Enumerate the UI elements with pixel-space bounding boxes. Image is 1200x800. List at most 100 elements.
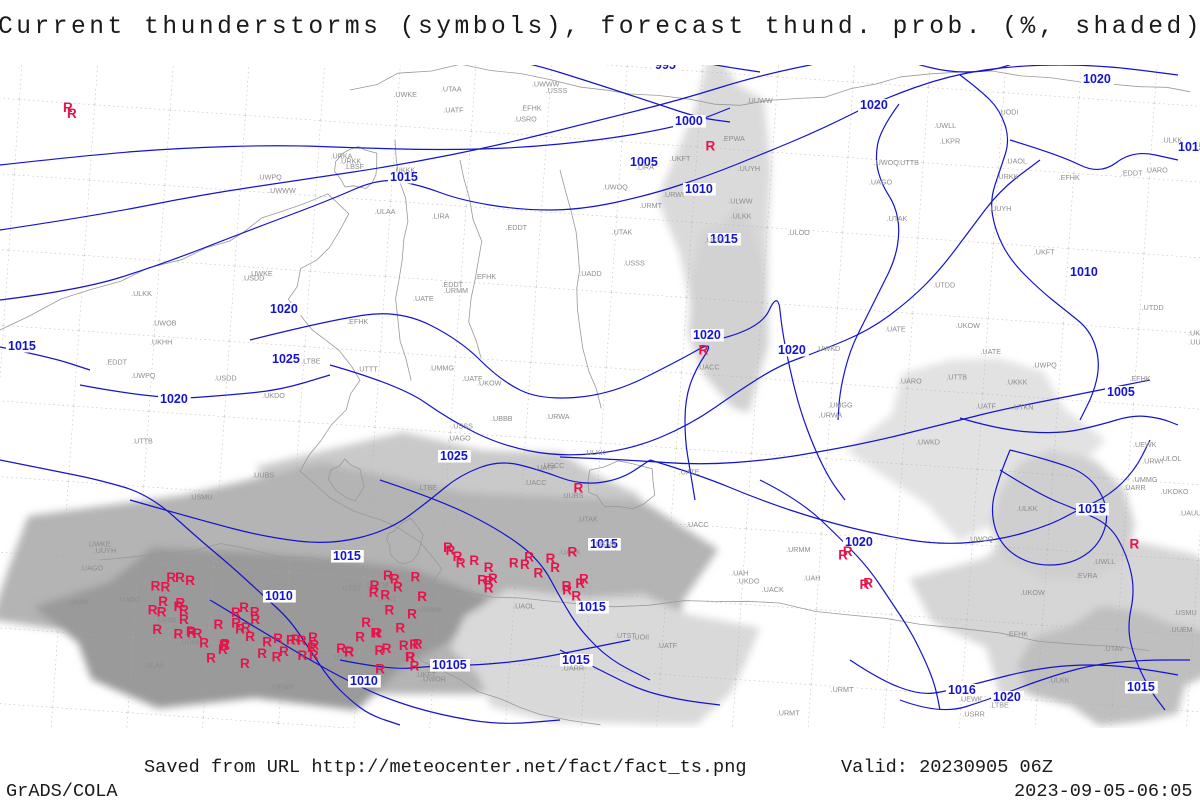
- svg-text:.UUEM: .UUEM: [1170, 625, 1193, 634]
- svg-text:1020: 1020: [160, 392, 188, 406]
- svg-text:.UAGO: .UAGO: [869, 178, 893, 187]
- svg-text:R: R: [484, 574, 494, 589]
- svg-text:.UWLL: .UWLL: [1093, 557, 1115, 566]
- svg-text:.UWOQ: .UWOQ: [603, 183, 629, 192]
- svg-text:R: R: [214, 617, 224, 632]
- svg-text:R: R: [369, 585, 379, 600]
- svg-text:.UWOB: .UWOB: [152, 319, 177, 328]
- svg-text:.EDDT: .EDDT: [442, 280, 464, 289]
- svg-text:.ULOO: .ULOO: [787, 228, 810, 237]
- svg-text:.UACC: .UACC: [524, 478, 546, 487]
- svg-text:.UKFT: .UKFT: [670, 154, 691, 163]
- svg-text:.UWKD: .UWKD: [816, 344, 840, 353]
- svg-text:.URWA: .URWA: [819, 410, 843, 419]
- svg-text:R: R: [407, 607, 417, 622]
- svg-text:R: R: [574, 481, 584, 496]
- svg-text:1025: 1025: [440, 449, 468, 463]
- svg-text:.UTAK: .UTAK: [887, 214, 908, 223]
- svg-text:.EDDT: .EDDT: [1121, 169, 1143, 178]
- svg-text:.UATF: .UATF: [443, 105, 464, 114]
- svg-text:R: R: [699, 343, 709, 358]
- svg-text:.EVRA: .EVRA: [1076, 571, 1098, 580]
- svg-text:.LBSF: .LBSF: [344, 162, 365, 171]
- svg-text:.EFHK: .EFHK: [1007, 630, 1028, 639]
- svg-text:1010: 1010: [350, 674, 378, 688]
- svg-text:R: R: [157, 605, 167, 620]
- svg-text:R: R: [185, 573, 195, 588]
- svg-text:R: R: [417, 589, 427, 604]
- svg-text:.UKOKO: .UKOKO: [1161, 487, 1189, 496]
- svg-text:1015: 1015: [8, 339, 36, 353]
- svg-text:.UKFT: .UKFT: [1034, 248, 1055, 257]
- svg-text:.UKOW: .UKOW: [1020, 588, 1045, 597]
- svg-text:.UTTB: .UTTB: [898, 158, 919, 167]
- svg-text:.UTTT: .UTTT: [357, 364, 378, 373]
- svg-text:.USNR: .USNR: [594, 540, 616, 549]
- svg-text:R: R: [239, 600, 249, 615]
- svg-text:.URMT: .URMT: [777, 709, 800, 718]
- svg-text:.UAH: .UAH: [803, 574, 820, 583]
- svg-text:.ULKK: .ULKK: [131, 289, 152, 298]
- svg-text:.UWPQ: .UWPQ: [131, 371, 156, 380]
- svg-text:.UACC: .UACC: [697, 362, 719, 371]
- svg-text:.UWWW: .UWWW: [268, 186, 296, 195]
- svg-text:.UATF: .UATF: [976, 401, 997, 410]
- svg-text:R: R: [220, 636, 230, 651]
- svg-text:R: R: [372, 625, 382, 640]
- svg-text:R: R: [67, 106, 77, 121]
- svg-text:.URKK: .URKK: [996, 172, 1018, 181]
- svg-text:R: R: [395, 620, 405, 635]
- svg-text:R: R: [706, 139, 716, 154]
- svg-text:.UAH: .UAH: [731, 569, 748, 578]
- svg-text:.UKFT: .UKFT: [1188, 329, 1200, 338]
- svg-text:1015: 1015: [1127, 680, 1155, 694]
- svg-text:.LIRA: .LIRA: [432, 212, 450, 221]
- svg-text:.EDDT: .EDDT: [506, 223, 528, 232]
- svg-text:1010: 1010: [265, 589, 293, 603]
- svg-text:.EFHK: .EFHK: [1059, 173, 1080, 182]
- svg-text:.URMT: .URMT: [831, 685, 854, 694]
- svg-text:.EDDT: .EDDT: [106, 358, 128, 367]
- svg-text:.UWOR: .UWOR: [421, 675, 446, 684]
- svg-text:R: R: [410, 658, 420, 673]
- svg-text:.UTAK: .UTAK: [612, 228, 633, 237]
- svg-text:1010: 1010: [685, 182, 713, 196]
- svg-text:.ULKK: .ULKK: [585, 448, 606, 457]
- svg-text:.UADD: .UADD: [579, 269, 601, 278]
- svg-text:R: R: [174, 626, 184, 641]
- svg-text:.UWPQ: .UWPQ: [257, 173, 282, 182]
- svg-text:.UWKE: .UWKE: [393, 90, 417, 99]
- svg-text:.UATF: .UATF: [535, 463, 556, 472]
- svg-text:R: R: [411, 570, 421, 585]
- svg-text:.UTAK: .UTAK: [577, 514, 598, 523]
- svg-text:R: R: [166, 570, 176, 585]
- svg-text:.LIRA: .LIRA: [636, 163, 654, 172]
- svg-text:R: R: [245, 629, 255, 644]
- svg-text:.UAOL: .UAOL: [1005, 157, 1027, 166]
- svg-text:R: R: [344, 644, 354, 659]
- svg-text:995: 995: [655, 65, 676, 72]
- svg-text:.UTST: .UTST: [615, 631, 636, 640]
- svg-text:R: R: [843, 544, 853, 559]
- svg-text:.UAOL: .UAOL: [513, 601, 535, 610]
- svg-text:.UAUU: .UAUU: [1179, 508, 1200, 517]
- svg-text:.ULAA: .ULAA: [144, 661, 165, 670]
- svg-text:.UWOQ: .UWOQ: [968, 534, 994, 543]
- svg-text:.UATE: .UATE: [413, 294, 434, 303]
- svg-text:.UACC: .UACC: [686, 520, 708, 529]
- svg-text:.UUYY: .UUYY: [1188, 338, 1200, 347]
- svg-text:.LKPR: .LKPR: [939, 136, 960, 145]
- svg-text:.UADD: .UADD: [118, 595, 140, 604]
- svg-text:10105: 10105: [432, 658, 467, 672]
- svg-text:.UKKK: .UKKK: [1006, 377, 1028, 386]
- svg-text:.URWI: .URWI: [663, 190, 684, 199]
- svg-text:.UUWW: .UUWW: [416, 605, 442, 614]
- svg-text:R: R: [291, 632, 301, 647]
- svg-text:R: R: [206, 651, 216, 666]
- svg-text:R: R: [273, 631, 283, 646]
- svg-text:R: R: [509, 556, 519, 571]
- svg-text:.UKFT: .UKFT: [705, 235, 726, 244]
- svg-text:1015: 1015: [333, 549, 361, 563]
- svg-text:.UTDD: .UTDD: [1142, 303, 1164, 312]
- svg-text:.UAGO: .UAGO: [448, 433, 472, 442]
